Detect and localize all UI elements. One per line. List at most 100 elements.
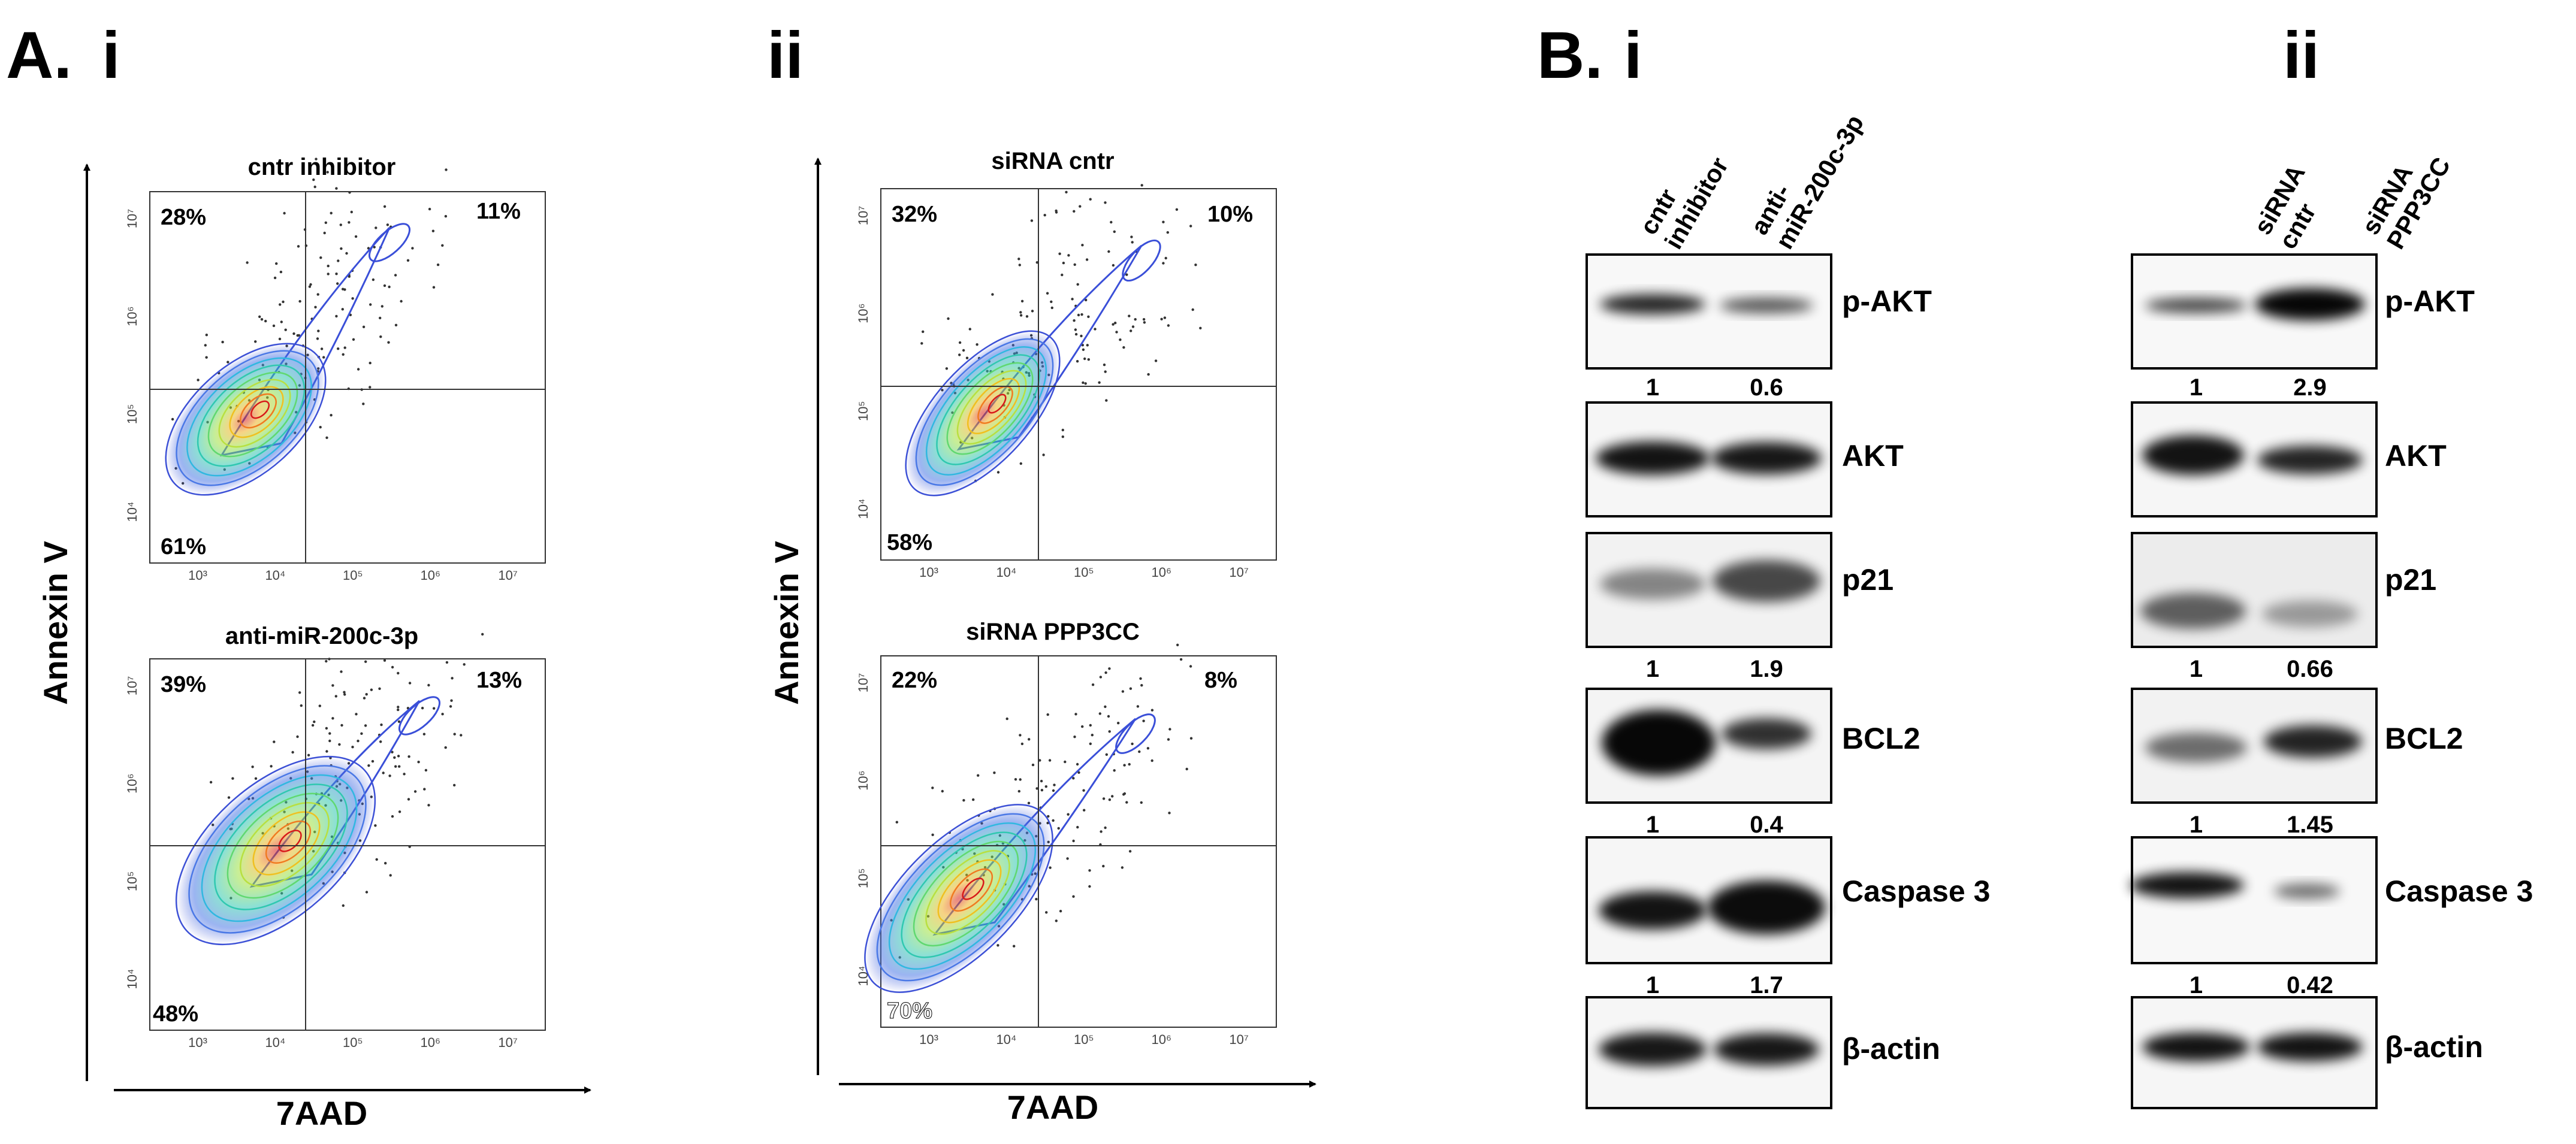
panel-b-section-i: i xyxy=(1624,19,1642,92)
x-tick-label: 10⁶ xyxy=(420,568,440,583)
svg-text:miR-200c-3p: miR-200c-3p xyxy=(1770,110,1870,254)
x-tick-label: 10⁴ xyxy=(996,565,1016,580)
blot-value: 1 xyxy=(2190,972,2203,998)
b-i-blot-beta-actin: β-actin xyxy=(1586,996,1940,1109)
x-tick-label: 10⁴ xyxy=(265,1035,285,1050)
panel-a-label: A. xyxy=(6,19,72,92)
b-i-blot-p-akt: p-AKT 1 0.6 xyxy=(1586,253,1932,401)
flow-plot-title: cntr inhibitor xyxy=(248,154,396,180)
blot-protein-label: BCL2 xyxy=(2385,722,2463,755)
blot-protein-label: β-actin xyxy=(2385,1030,2483,1064)
blot-protein-label: Caspase 3 xyxy=(1842,874,1990,908)
y-tick-label: 10⁷ xyxy=(125,209,140,228)
b-ii-lane-1-label: siRNA cntr xyxy=(2248,160,2321,254)
blot-value: 1 xyxy=(1646,374,1659,401)
x-tick-label: 10⁶ xyxy=(1151,565,1171,580)
panel-a-section-i: i xyxy=(102,19,120,92)
x-tick-label: 10⁵ xyxy=(343,1035,363,1050)
blot-value: 2.9 xyxy=(2293,374,2327,401)
flow-plot-sirna-cntr: siRNA cntr 32% 10% 58% 10⁷ 10⁶ 10⁵ 10⁴ 10³ 10… xyxy=(856,148,1277,580)
y-tick-label: 10⁶ xyxy=(856,770,871,791)
y-tick-label: 10⁷ xyxy=(125,676,140,695)
blot-value: 1 xyxy=(2190,656,2203,682)
x-tick-label: 10³ xyxy=(188,1035,207,1050)
x-tick-label: 10⁵ xyxy=(1074,1032,1094,1047)
blot-value: 0.6 xyxy=(1750,374,1783,401)
b-i-blot-akt: AKT xyxy=(1586,401,1904,517)
x-tick-label: 10³ xyxy=(188,568,207,583)
flow-plot-title: anti-miR-200c-3p xyxy=(225,623,418,649)
blot-protein-label: p21 xyxy=(1842,563,1894,597)
b-ii-blot-beta-actin: β-actin xyxy=(2131,996,2483,1109)
blot-value: 1.9 xyxy=(1750,656,1783,682)
quadrant-upper-right-pct: 10% xyxy=(1207,202,1253,227)
blot-protein-label: AKT xyxy=(2385,439,2447,473)
x-tick-label: 10⁴ xyxy=(996,1032,1016,1047)
blot-protein-label: BCL2 xyxy=(1842,722,1920,755)
b-i-blot-p21: p21 1 1.9 xyxy=(1586,532,1894,682)
quadrant-upper-left-pct: 32% xyxy=(892,202,937,227)
y-tick-label: 10⁴ xyxy=(125,969,140,989)
flow-plot-cntr-inhibitor: cntr inhibitor 28% 11% 61% 10⁷ 10⁶ 10⁵ 10⁴ 1… xyxy=(125,154,546,583)
b-ii-blot-akt: AKT xyxy=(2131,401,2447,517)
blot-frame xyxy=(2131,532,2378,648)
blot-frame xyxy=(2131,836,2378,964)
y-tick-label: 10⁵ xyxy=(125,404,140,425)
flow-plot-title: siRNA cntr xyxy=(991,148,1114,174)
x-tick-label: 10⁷ xyxy=(498,1035,517,1050)
b-ii-blot-bcl2: BCL2 1 1.45 xyxy=(2131,688,2463,838)
blot-value: 1 xyxy=(1646,972,1659,998)
quadrant-upper-left-pct: 39% xyxy=(161,672,206,697)
b-i-lane-2-label: anti- miR-200c-3p xyxy=(1745,110,1870,254)
b-i-blot-caspase-3: Caspase 3 1 1.7 xyxy=(1586,836,1990,998)
quadrant-upper-right-pct: 11% xyxy=(476,199,521,224)
y-tick-label: 10⁴ xyxy=(856,499,871,519)
quadrant-lower-left-pct: 61% xyxy=(161,534,206,559)
b-ii-blot-p21: p21 1 0.66 xyxy=(2131,532,2436,682)
flow-plot-anti-mir-200c-3p: anti-miR-200c-3p 39% 13% 48% 10⁷ 10⁶ 10⁵ 10… xyxy=(125,623,546,1050)
quadrant-upper-right-pct: 13% xyxy=(476,668,522,693)
y-tick-label: 10⁶ xyxy=(125,306,140,326)
x-tick-label: 10⁷ xyxy=(498,568,517,583)
b-ii-blot-caspase-3: Caspase 3 1 0.42 xyxy=(2130,836,2533,998)
a-i-yaxis-label: Annexin V xyxy=(37,541,74,705)
blot-value: 1 xyxy=(1646,812,1659,838)
b-ii-lane-2-label: siRNA PPP3CC xyxy=(2356,152,2456,253)
y-tick-label: 10⁷ xyxy=(856,673,871,692)
blot-protein-label: Caspase 3 xyxy=(2385,874,2533,908)
x-tick-label: 10⁶ xyxy=(420,1035,440,1050)
quadrant-lower-left-pct: 70% xyxy=(887,998,932,1024)
a-ii-yaxis-label: Annexin V xyxy=(768,541,805,705)
b-i-lane-1-label: cntr inhibitor xyxy=(1634,153,1734,254)
panel-b-section-ii: ii xyxy=(2283,19,2320,92)
blot-protein-label: p-AKT xyxy=(1842,285,1932,318)
quadrant-upper-right-pct: 8% xyxy=(1204,668,1237,693)
x-tick-label: 10³ xyxy=(919,1032,938,1047)
a-ii-xaxis-label: 7AAD xyxy=(1007,1088,1098,1126)
blot-protein-label: p21 xyxy=(2385,563,2436,597)
flow-plot-title: siRNA PPP3CC xyxy=(966,619,1140,645)
blot-value: 1.7 xyxy=(1750,972,1783,998)
y-tick-label: 10⁵ xyxy=(856,868,871,889)
blot-value: 0.42 xyxy=(2287,972,2333,998)
flow-plot-sirna-ppp3cc: siRNA PPP3CC 22% 8% 70% 10⁷ 10⁶ 10⁵ 10⁴ 10³ 1… xyxy=(856,619,1277,1047)
x-tick-label: 10⁷ xyxy=(1229,565,1248,580)
panel-a-section-ii: ii xyxy=(767,19,804,92)
b-i-blot-bcl2: BCL2 1 0.4 xyxy=(1586,688,1920,838)
b-ii-blot-p-akt: p-AKT 1 2.9 xyxy=(2131,253,2475,401)
a-i-xaxis-label: 7AAD xyxy=(276,1094,367,1132)
quadrant-upper-left-pct: 28% xyxy=(161,205,206,230)
x-tick-label: 10³ xyxy=(919,565,938,580)
quadrant-upper-left-pct: 22% xyxy=(892,668,937,693)
blot-protein-label: AKT xyxy=(1842,439,1904,473)
y-tick-label: 10⁴ xyxy=(125,502,140,522)
blot-value: 0.66 xyxy=(2287,656,2333,682)
quadrant-lower-left-pct: 48% xyxy=(153,1001,198,1027)
y-tick-label: 10⁴ xyxy=(856,966,871,986)
y-tick-label: 10⁶ xyxy=(125,773,140,794)
x-tick-label: 10⁶ xyxy=(1151,1032,1171,1047)
blot-protein-label: p-AKT xyxy=(2385,285,2475,318)
blot-protein-label: β-actin xyxy=(1842,1032,1940,1066)
blot-value: 1 xyxy=(2190,812,2203,838)
